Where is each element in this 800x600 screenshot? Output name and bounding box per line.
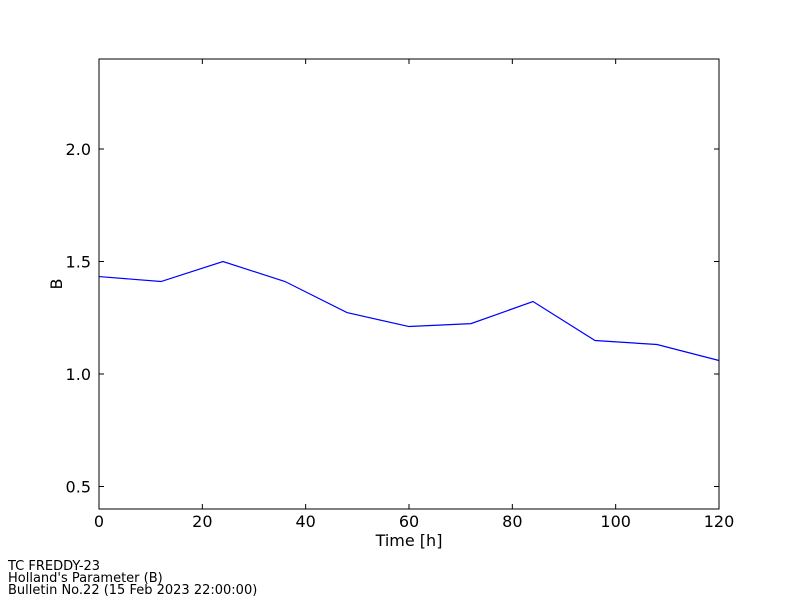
- x-axis-label: Time [h]: [375, 531, 443, 550]
- y-axis-label: B: [47, 279, 66, 290]
- plot-frame: [98, 58, 720, 510]
- footer-note: TC FREDDY-23: [7, 559, 100, 574]
- x-tick-label: 100: [600, 512, 631, 531]
- footer-note: Holland's Parameter (B): [8, 571, 163, 586]
- x-tick-label: 80: [502, 512, 522, 531]
- y-tick-label: 2.0: [66, 140, 91, 159]
- x-tick-label: 0: [94, 512, 104, 531]
- x-tick-label: 120: [704, 512, 735, 531]
- x-tick-label: 60: [399, 512, 419, 531]
- footer-note: Bulletin No.22 (15 Feb 2023 22:00:00): [8, 583, 257, 598]
- data-line: [98, 260, 720, 362]
- y-tick-label: 0.5: [66, 478, 91, 497]
- y-tick-label: 1.5: [66, 253, 91, 272]
- x-tick-label: 20: [192, 512, 212, 531]
- y-tick-label: 1.0: [66, 365, 91, 384]
- x-tick-label: 40: [295, 512, 315, 531]
